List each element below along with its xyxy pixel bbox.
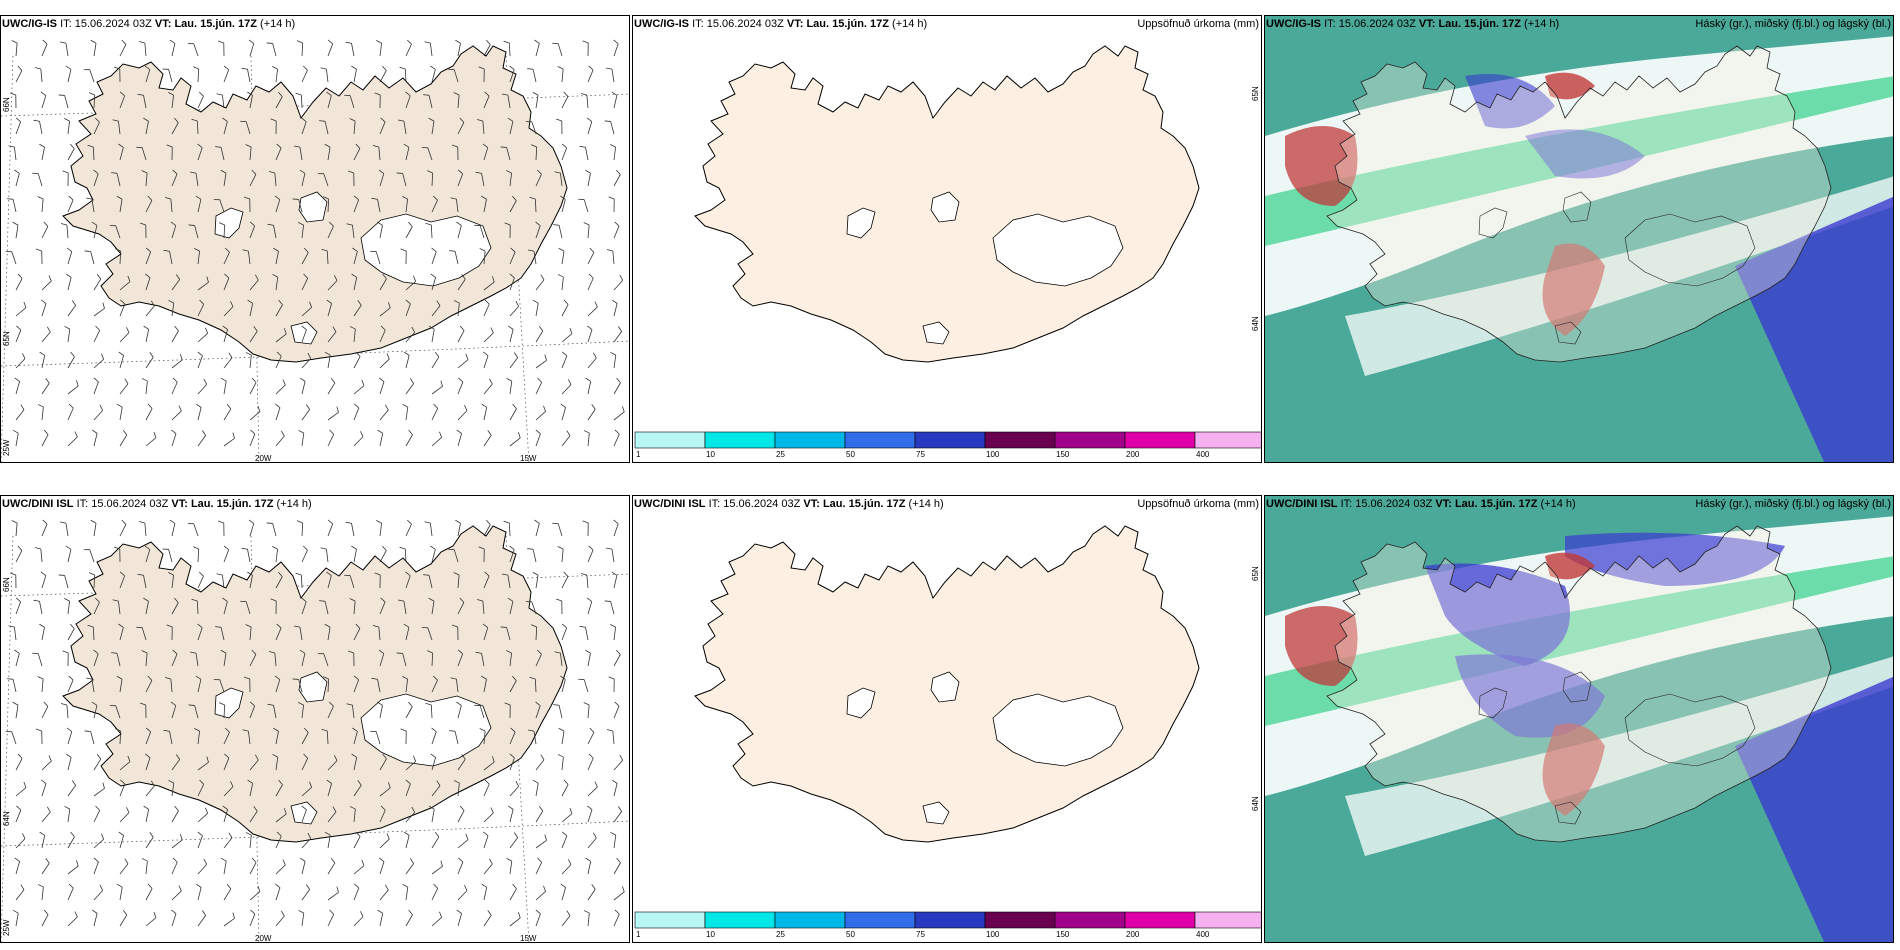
colorbar-tick-label: 75 [916,450,925,459]
lat-label-64: 64N [1251,796,1260,811]
vt-label: VT: [154,18,172,30]
cloud-title: Háský (gr.), miðský (fj.bl.) og lágský (… [1695,498,1891,510]
colorbar-tick-label: 100 [986,930,1000,939]
it-label: IT: [76,498,89,510]
wind-map-panel-row1: 66N 65N 25W 20W 15W UWC/IG-IS IT: 15.06.… [0,15,630,463]
colorbar-tick-label: 10 [706,930,715,939]
it-value: 15.06.2024 03Z [74,18,152,30]
panel-header: UWC/IG-IS IT: 15.06.2024 03Z VT: Lau. 15… [2,18,295,30]
colorbar-tick-label: 1 [636,450,641,459]
vt-value: Lau. 15.jún. 17Z [822,498,906,510]
vt-value: Lau. 15.jún. 17Z [190,498,274,510]
wind-map-row1: 66N 65N 25W 20W 15W [1,39,629,463]
it-label: IT: [60,18,72,30]
cloud-map-row1 [1265,16,1893,462]
it-value: 15.06.2024 03Z [706,18,784,30]
it-value: 15.06.2024 03Z [723,498,801,510]
vt-value: Lau. 15.jún. 17Z [174,18,257,30]
colorbar-tick-label: 400 [1196,930,1210,939]
model-name: UWC/IG-IS [2,18,57,30]
panel-header: UWC/DINI ISL IT: 15.06.2024 03Z VT: Lau.… [634,498,944,510]
colorbar-tick-label: 400 [1196,450,1210,459]
colorbar-tick-label: 10 [706,450,715,459]
precip-colorbar: 1 10 25 50 75 100 150 200 400 [634,431,1261,459]
wind-map-row2: 66N 64N 25W 20W 15W [1,519,629,943]
it-value: 15.06.2024 03Z [91,498,169,510]
precip-map-panel-row1: 65N 64N 1 10 25 50 75 100 150 200 400 UWC/IG-IS … [632,15,1262,463]
vt-value: Lau. 15.jún. 17Z [1438,18,1521,30]
colorbar-tick-label: 200 [1126,450,1140,459]
colorbar-tick-label: 50 [846,450,855,459]
vt-value: Lau. 15.jún. 17Z [806,18,889,30]
colorbar-tick-label: 200 [1126,930,1140,939]
model-name: UWC/IG-IS [634,18,689,30]
cloud-map-panel-row2: UWC/DINI ISL IT: 15.06.2024 03Z VT: Lau.… [1264,495,1894,943]
lat-label-65: 65N [1251,86,1260,101]
model-name: UWC/IG-IS [1266,18,1321,30]
precip-map-row1: 65N 64N 1 10 25 50 75 100 150 200 400 [634,45,1261,459]
vt-label: VT: [1435,498,1452,510]
it-value: 15.06.2024 03Z [1355,498,1433,510]
cloud-map-panel-row1: UWC/IG-IS IT: 15.06.2024 03Z VT: Lau. 15… [1264,15,1894,463]
lon-label-20: 20W [255,454,272,463]
lon-label-25: 25W [2,439,11,456]
it-label: IT: [708,498,721,510]
lat-label-64: 64N [1251,316,1260,331]
colorbar-tick-label: 100 [986,450,1000,459]
wind-map-panel-row2: 66N 64N 25W 20W 15W UWC/DINI ISL IT: 15.… [0,495,630,943]
lon-label-15: 15W [520,454,537,463]
vt-label: VT: [171,498,188,510]
lead-time: (+14 h) [260,18,296,30]
precip-map-row2: 65N 64N 1 10 25 50 75 100 150 200 400 [634,525,1261,939]
panel-header: UWC/DINI ISL IT: 15.06.2024 03Z VT: Lau.… [1266,498,1576,510]
vt-value: Lau. 15.jún. 17Z [1454,498,1538,510]
lat-label-66: 66N [2,97,11,112]
precip-title: Uppsöfnuð úrkoma (mm) [1137,498,1259,510]
lead-time: (+14 h) [1540,498,1576,510]
colorbar-tick-label: 1 [636,930,641,939]
it-label: IT: [1340,498,1353,510]
vt-label: VT: [1418,18,1436,30]
cloud-map-row2 [1265,496,1893,942]
lead-time: (+14 h) [908,498,944,510]
precip-title: Uppsöfnuð úrkoma (mm) [1137,18,1259,30]
it-label: IT: [1324,18,1336,30]
lead-time: (+14 h) [276,498,312,510]
colorbar-tick-label: 150 [1056,450,1070,459]
lon-label-20: 20W [255,934,272,943]
vt-label: VT: [786,18,804,30]
model-name: UWC/DINI ISL [634,498,706,510]
lon-label-15: 15W [520,934,537,943]
vt-label: VT: [803,498,820,510]
it-value: 15.06.2024 03Z [1338,18,1416,30]
panel-header: UWC/IG-IS IT: 15.06.2024 03Z VT: Lau. 15… [1266,18,1559,30]
lead-time: (+14 h) [1524,18,1560,30]
lead-time: (+14 h) [892,18,928,30]
panel-header: UWC/DINI ISL IT: 15.06.2024 03Z VT: Lau.… [2,498,312,510]
colorbar-tick-label: 75 [916,930,925,939]
colorbar-tick-label: 150 [1056,930,1070,939]
model-name: UWC/DINI ISL [2,498,74,510]
lat-label-65: 65N [1251,566,1260,581]
colorbar-tick-label: 50 [846,930,855,939]
panel-header: UWC/IG-IS IT: 15.06.2024 03Z VT: Lau. 15… [634,18,927,30]
lat-label-65: 65N [2,331,11,346]
lat-label-64: 64N [2,811,11,826]
lat-label-66: 66N [2,577,11,592]
cloud-title: Háský (gr.), miðský (fj.bl.) og lágský (… [1695,18,1891,30]
precip-map-panel-row2: 65N 64N 1 10 25 50 75 100 150 200 400 UWC/DINI I… [632,495,1262,943]
it-label: IT: [692,18,704,30]
lon-label-25: 25W [2,919,11,936]
model-name: UWC/DINI ISL [1266,498,1338,510]
colorbar-tick-label: 25 [776,930,785,939]
colorbar-tick-label: 25 [776,450,785,459]
precip-colorbar: 1 10 25 50 75 100 150 200 400 [634,911,1261,939]
